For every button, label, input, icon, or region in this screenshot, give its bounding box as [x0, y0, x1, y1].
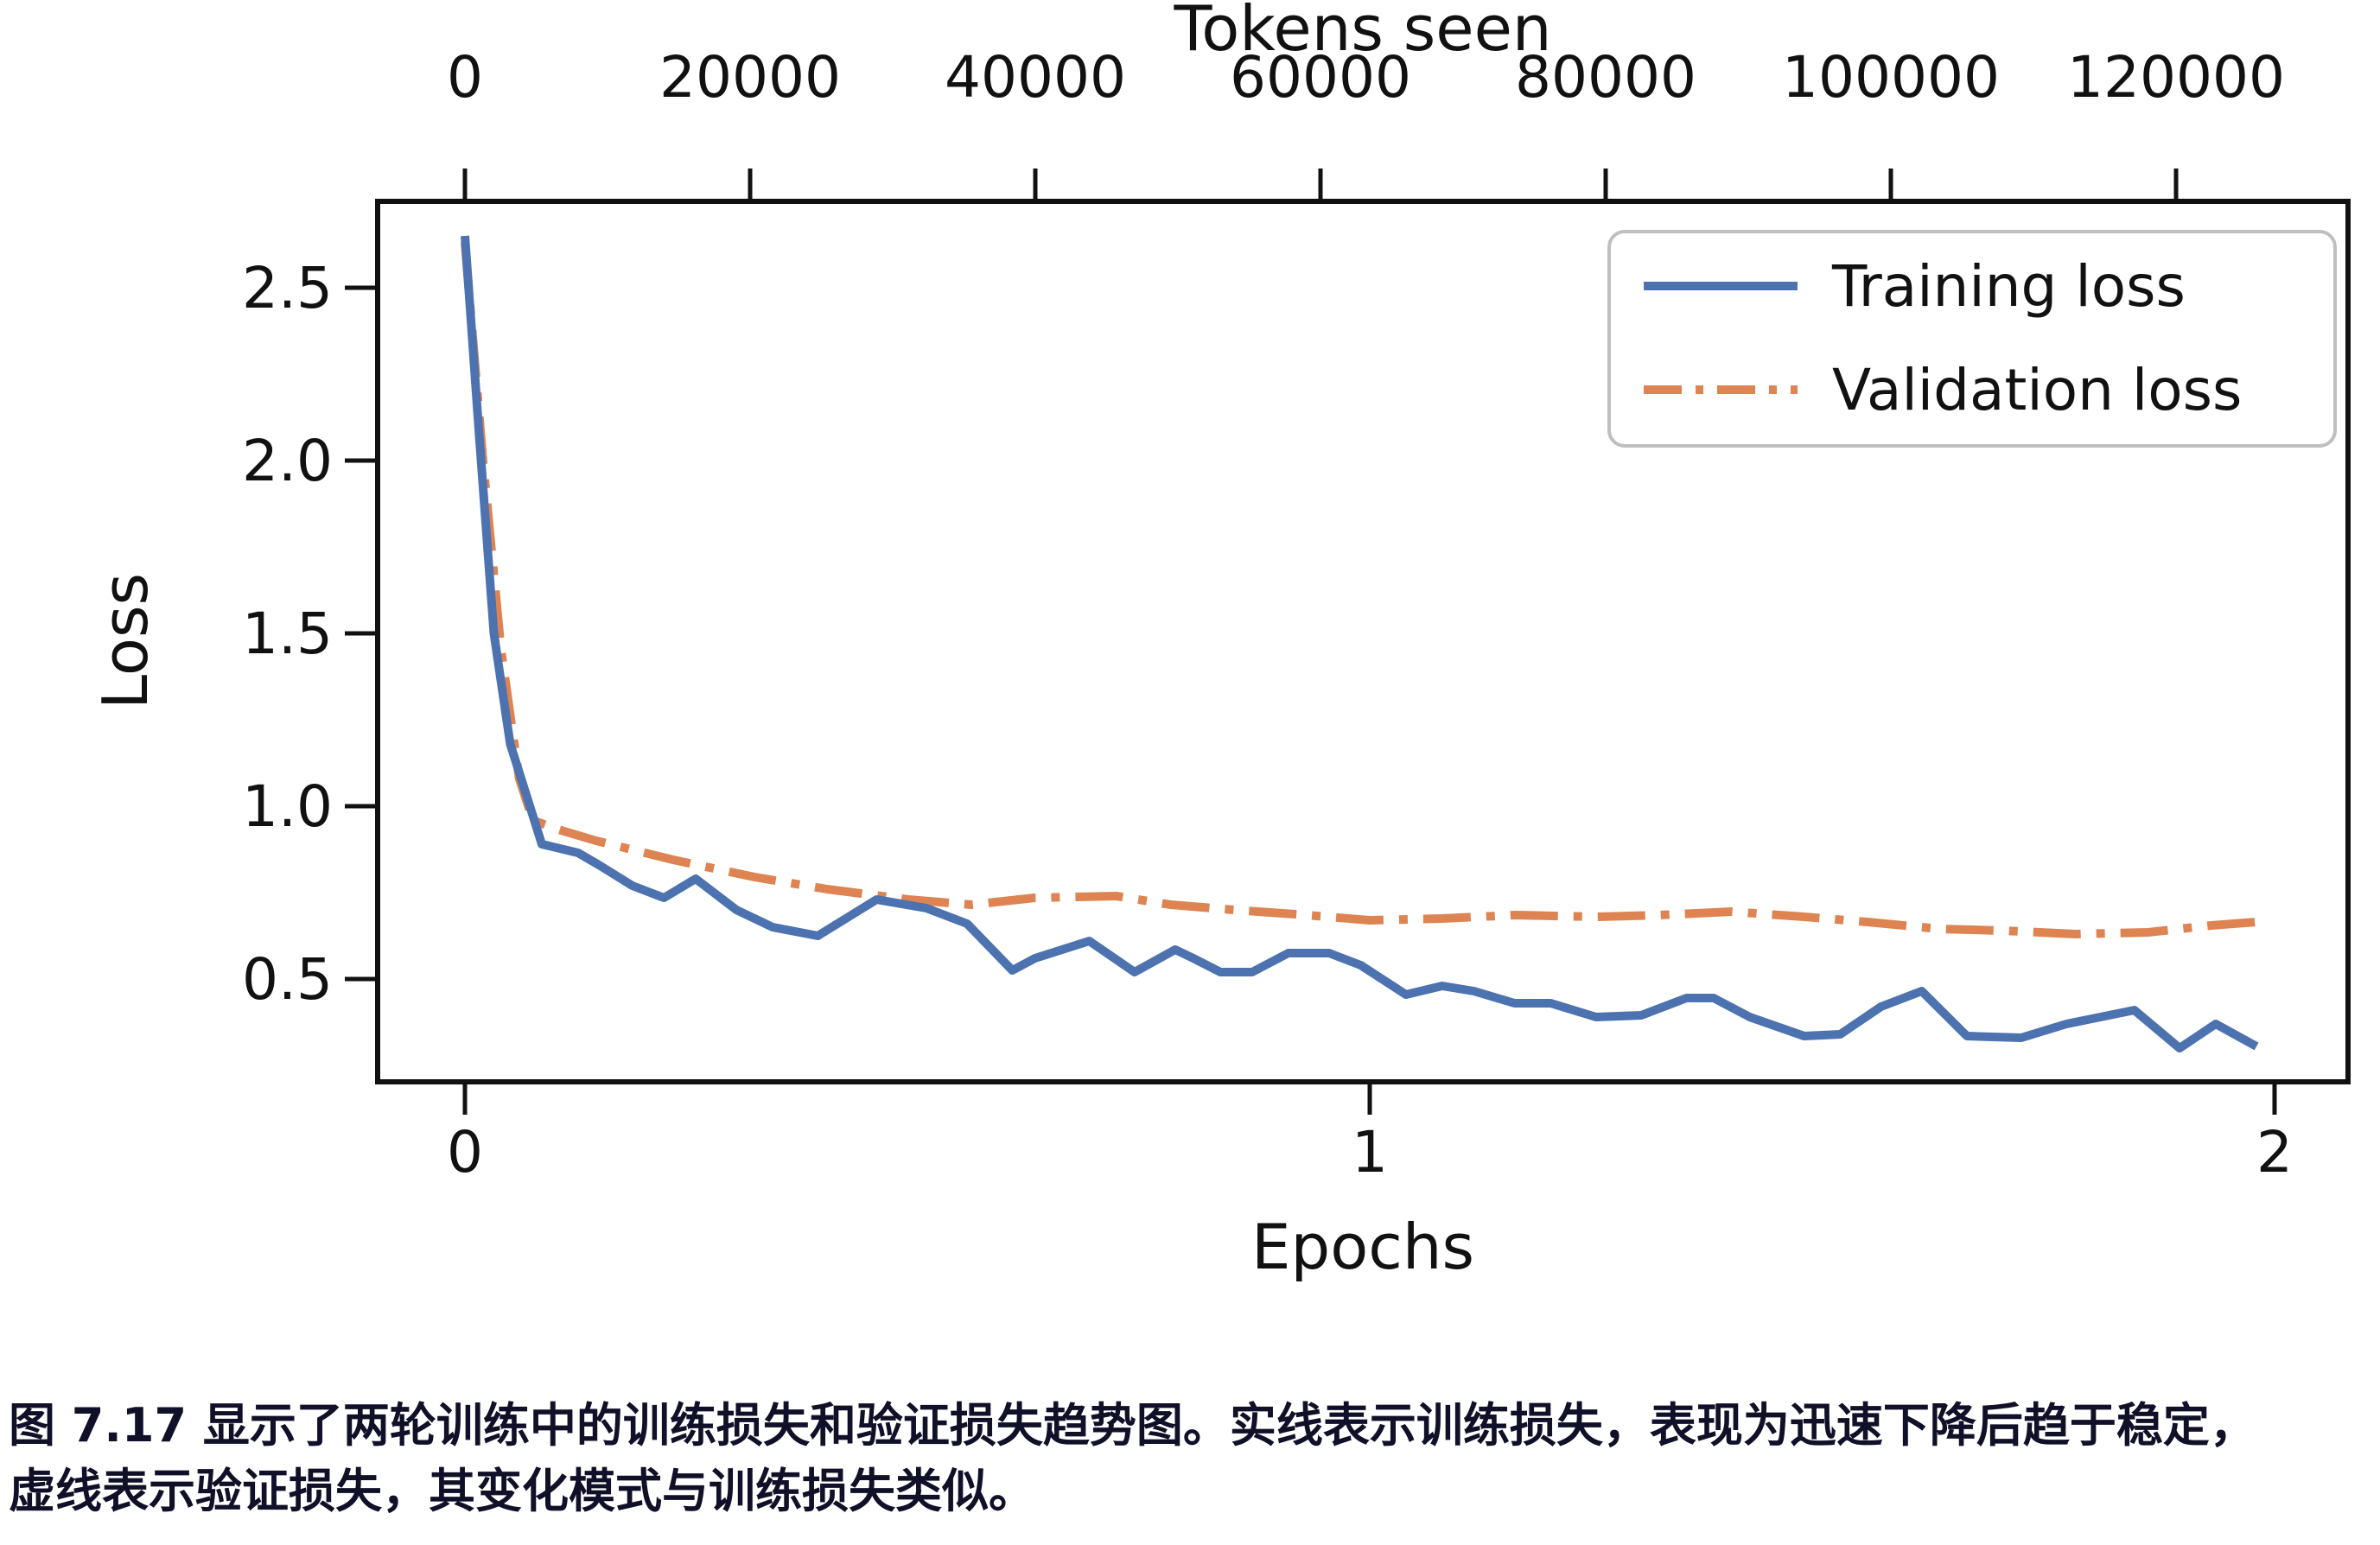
top-tick-label: 20000 — [659, 44, 841, 111]
bottom-tick-label: 2 — [2256, 1119, 2293, 1186]
training-loss-line — [461, 235, 2259, 1052]
top-tick-label: 100000 — [1782, 44, 2000, 111]
y-tick-label: 2.0 — [242, 428, 333, 494]
top-tick-label: 40000 — [945, 44, 1126, 111]
legend-training-label: Training loss — [1831, 253, 2186, 320]
y-tick-label: 2.5 — [242, 255, 333, 321]
plot-frame — [375, 199, 2351, 1084]
caption-line-2: 虚线表示验证损失，其变化模式与训练损失类似。 — [9, 1464, 1035, 1518]
legend: Training loss Validation loss — [1607, 230, 2337, 448]
legend-validation-label: Validation loss — [1832, 357, 2242, 423]
top-axis-ticks: 0 20000 40000 60000 80000 100000 120000 — [447, 44, 2285, 201]
y-tick-label: 1.5 — [242, 601, 333, 667]
y-tick-label: 0.5 — [242, 946, 333, 1013]
bottom-tick-label: 1 — [1352, 1119, 1388, 1186]
top-tick-label: 60000 — [1230, 44, 1411, 111]
figure-caption: 图 7.17 显示了两轮训练中的训练损失和验证损失趋势图。实线表示训练损失，表现… — [9, 1393, 2377, 1524]
bottom-tick-label: 0 — [447, 1119, 483, 1186]
loss-chart: 0 20000 40000 60000 80000 100000 120000 0 1 2 2.… — [89, 0, 2351, 1283]
y-axis-title: Loss — [89, 573, 162, 709]
y-axis-ticks: 2.5 2.0 1.5 1.0 0.5 — [242, 255, 378, 1013]
top-axis-title: Tokens seen — [1174, 0, 1552, 65]
caption-line-1-text: 显示了两轮训练中的训练损失和验证损失趋势图。实线表示训练损失，表现为迅速下降后趋… — [187, 1398, 2256, 1453]
caption-line-1: 图 7.17 显示了两轮训练中的训练损失和验证损失趋势图。实线表示训练损失，表现… — [9, 1393, 2377, 1459]
top-tick-label: 120000 — [2067, 44, 2285, 111]
bottom-axis-ticks: 0 1 2 — [447, 1082, 2293, 1186]
top-tick-label: 0 — [447, 44, 483, 111]
y-tick-label: 1.0 — [242, 773, 333, 840]
x-axis-title: Epochs — [1251, 1211, 1474, 1283]
top-tick-label: 80000 — [1515, 44, 1696, 111]
caption-figure-number: 图 7.17 — [9, 1398, 188, 1453]
